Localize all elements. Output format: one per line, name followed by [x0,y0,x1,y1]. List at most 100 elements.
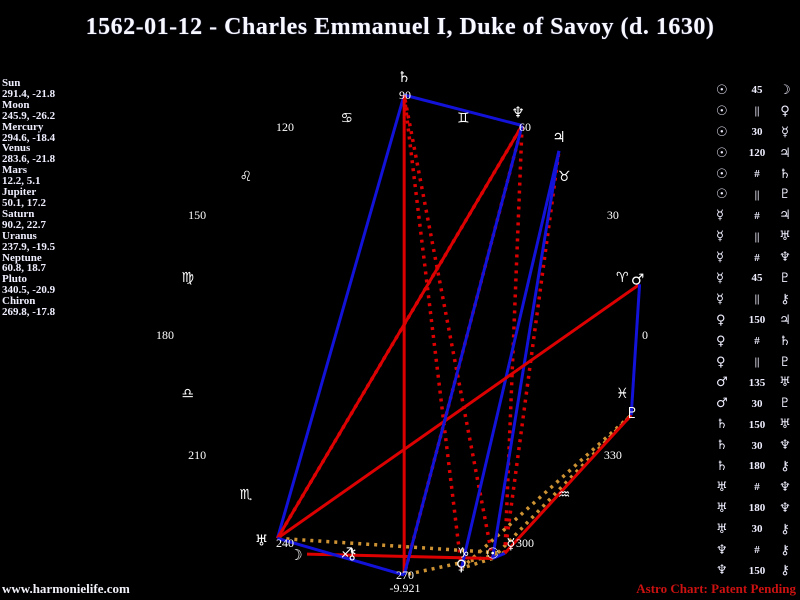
wheel-planet-saturn-icon: ♄ [397,68,410,86]
wheel-planet-pluto-icon: ♇ [626,404,639,422]
bottom-annotation: -9.921 [390,581,421,595]
aspect-symbol: || [754,188,760,201]
planet-position-mars: 12.2, 5.1 [2,175,41,188]
degree-label-330: 330 [604,448,622,462]
chiron-glyph-icon: ⚷ [780,521,790,537]
aspect-line-sun-venus-parallel [460,556,494,570]
aspect-line-venus-saturn-contraparallel [402,94,464,569]
planet-position-chiron: 269.8, -17.8 [2,306,56,319]
venus-glyph-icon: ♀ [716,354,726,370]
degree-label-270: 270 [396,568,414,582]
sun-glyph-icon: ☉ [716,103,728,119]
uranus-glyph-icon: ♅ [716,479,728,495]
uranus-glyph-icon: ♅ [779,375,791,391]
planet-position-table: Sun 291.4, -21.8 Moon 245.9, -26.2 Mercury 29… [2,78,122,318]
mercury-glyph-icon: ☿ [716,229,724,245]
aspect-symbol: 150 [748,418,766,431]
aspect-symbol: 120 [748,147,766,160]
aspect-line-mars-pluto-soft [629,284,642,416]
saturn-glyph-icon: ♄ [779,333,791,349]
aspect-row-sun-mercury: ☉ 30 ☿ [710,122,798,143]
venus-glyph-icon: ♀ [716,333,726,349]
wheel-planet-neptune-icon: ♆ [511,103,524,121]
neptune-glyph-icon: ♆ [779,250,791,266]
zodiac-aquarius-icon: ♒ [558,487,571,503]
aspect-line-mercury-pluto-hard [503,414,633,555]
planet-position-uranus: 237.9, -19.5 [2,240,56,253]
planet-name-neptune: Neptune [2,251,42,264]
aspect-line-saturn-neptune-soft [403,93,523,127]
aspect-line-venus-pluto-parallel [460,413,633,570]
aspect-line-mercury-uranus-parallel [277,536,506,555]
aspect-row-mars-pluto: ♂ 30 ♇ [710,393,798,414]
mercury-glyph-icon: ☿ [781,124,789,140]
wheel-planet-chiron-icon: ⚷ [347,545,358,563]
aspect-row-uranus-neptune: ♅ # ♆ [710,477,798,498]
aspect-line-mercury-chiron-parallel [403,551,506,577]
uranus-glyph-icon: ♅ [716,500,728,516]
aspect-line-uranus-chiron-soft [277,536,405,577]
aspect-row-sun-pluto: ☉ || ♇ [710,184,798,205]
mars-glyph-icon: ♂ [716,375,728,391]
sun-glyph-icon: ☉ [716,124,728,140]
wheel-planet-uranus-icon: ♅ [255,531,268,549]
aspect-row-sun-venus: ☉ || ♀ [710,101,798,122]
aspect-symbol: 45 [751,272,763,285]
jupiter-glyph-icon: ♃ [779,145,791,161]
aspect-row-uranus-chiron: ♅ 30 ⚷ [710,519,798,540]
aspect-symbol: || [754,105,760,118]
aspect-row-venus-jupiter: ♀ 150 ♃ [710,310,798,331]
uranus-glyph-icon: ♅ [716,521,728,537]
aspect-symbol: 180 [748,502,766,515]
wheel-planet-mars-icon: ♂ [631,270,644,288]
uranus-glyph-icon: ♅ [779,229,791,245]
zodiac-gemini-icon: ♊ [457,111,470,127]
website-link[interactable]: www.harmonielife.com [2,581,130,596]
aspect-symbol: 45 [751,84,763,97]
planet-position-saturn: 90.2, 22.7 [2,218,46,231]
planet-name-sun: Sun [2,77,21,89]
zodiac-taurus-icon: ♉ [558,169,571,185]
aspect-symbol: # [754,335,760,348]
pluto-glyph-icon: ♇ [779,187,791,203]
mercury-glyph-icon: ☿ [716,250,724,266]
pluto-glyph-icon: ♇ [779,270,791,286]
wheel-planet-mercury-icon: ☿ [506,535,515,553]
aspect-symbol: 30 [751,126,763,139]
aspect-row-mercury-pluto: ☿ 45 ♇ [710,268,798,289]
planet-position-venus: 283.6, -21.8 [2,153,56,166]
aspect-symbol: || [754,293,760,306]
aspect-row-sun-saturn: ☉ # ♄ [710,164,798,185]
sun-glyph-icon: ☉ [716,187,728,203]
aspect-line-venus-jupiter-soft [459,150,561,569]
mercury-glyph-icon: ☿ [716,291,724,307]
planet-name-moon: Moon [2,98,30,111]
saturn-glyph-icon: ♄ [716,417,728,433]
aspect-line-saturn-uranus-soft [276,94,406,539]
aspect-symbol: # [754,251,760,264]
mars-glyph-icon: ♂ [716,396,728,412]
aspect-symbol: 150 [748,314,766,327]
mercury-glyph-icon: ☿ [716,208,724,224]
aspect-row-mercury-jupiter: ☿ # ♃ [710,205,798,226]
aspect-list: ☉ 45 ☽ ☉ || ♀ ☉ 30 ☿ ☉ 120 ♃ ☉ # ♄ ☉ || ♇ ☿ # ♃ ☿ || ♅ ☿ # ♆ ☿ 45 ♇ ☿ |… [710,80,798,581]
aspect-line-sun-mercury-soft [491,551,506,560]
planet-name-mercury: Mercury [2,120,44,133]
aspect-symbol: || [754,230,760,243]
degree-label-0: 0 [642,328,648,342]
chiron-glyph-icon: ⚷ [780,291,790,307]
planet-position-mercury: 294.6, -18.4 [2,131,56,144]
pluto-glyph-icon: ♇ [779,396,791,412]
degree-label-60: 60 [519,120,531,134]
aspect-row-mercury-uranus: ☿ || ♅ [710,226,798,247]
neptune-glyph-icon: ♆ [716,563,728,579]
aspect-symbol: 135 [748,376,766,389]
aspect-row-saturn-chiron: ♄ 180 ⚷ [710,456,798,477]
aspect-line-neptune-chiron-soft [402,125,524,576]
mercury-glyph-icon: ☿ [716,270,724,286]
neptune-glyph-icon: ♆ [779,479,791,495]
saturn-glyph-icon: ♄ [716,458,728,474]
zodiac-pisces-icon: ♓ [616,386,629,402]
aspect-symbol: 30 [751,397,763,410]
